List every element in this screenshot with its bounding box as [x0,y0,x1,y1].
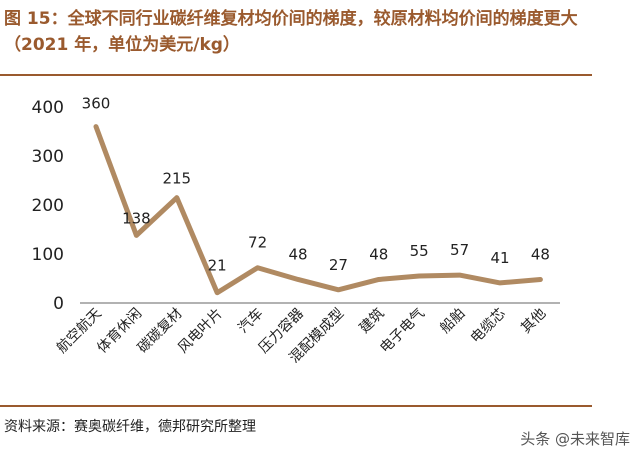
category-label: 其他 [518,306,549,337]
data-label: 57 [450,241,469,259]
y-tick-label: 0 [53,294,64,314]
data-label: 215 [162,170,191,188]
data-labels: 360 138 215 21 72 48 27 48 55 57 41 48 [82,95,550,275]
data-label: 55 [410,242,429,260]
category-label: 船舶 [437,306,468,337]
category-label: 建筑 [357,306,388,337]
data-label: 27 [329,256,348,274]
data-label: 48 [531,245,550,263]
category-label: 风电叶片 [175,306,226,357]
data-label: 72 [248,234,267,252]
y-tick-label: 100 [32,245,64,265]
series-line [93,124,543,296]
y-tick-label: 200 [32,196,64,216]
data-label: 138 [122,209,151,227]
category-label: 汽车 [235,305,267,337]
data-label: 48 [369,245,388,263]
category-label: 电缆芯 [468,306,509,347]
data-label: 48 [288,245,307,263]
data-label: 21 [208,257,227,275]
category-label: 电子电气 [377,306,428,357]
top-divider [0,74,592,76]
y-tick-labels: 0 100 200 300 400 [32,98,64,314]
data-label: 360 [82,95,111,113]
source-note: 资料来源：赛奥碳纤维，德邦研究所整理 [4,419,256,435]
watermark: 头条 @未来智库 [520,430,630,448]
chart-title: 图 15：全球不同行业碳纤维复材均价间的梯度，较原材料均价间的梯度更大（2021… [4,9,578,55]
data-label: 41 [490,249,509,267]
bottom-divider [0,405,592,407]
y-tick-label: 300 [32,147,64,167]
y-tick-label: 400 [32,98,64,118]
